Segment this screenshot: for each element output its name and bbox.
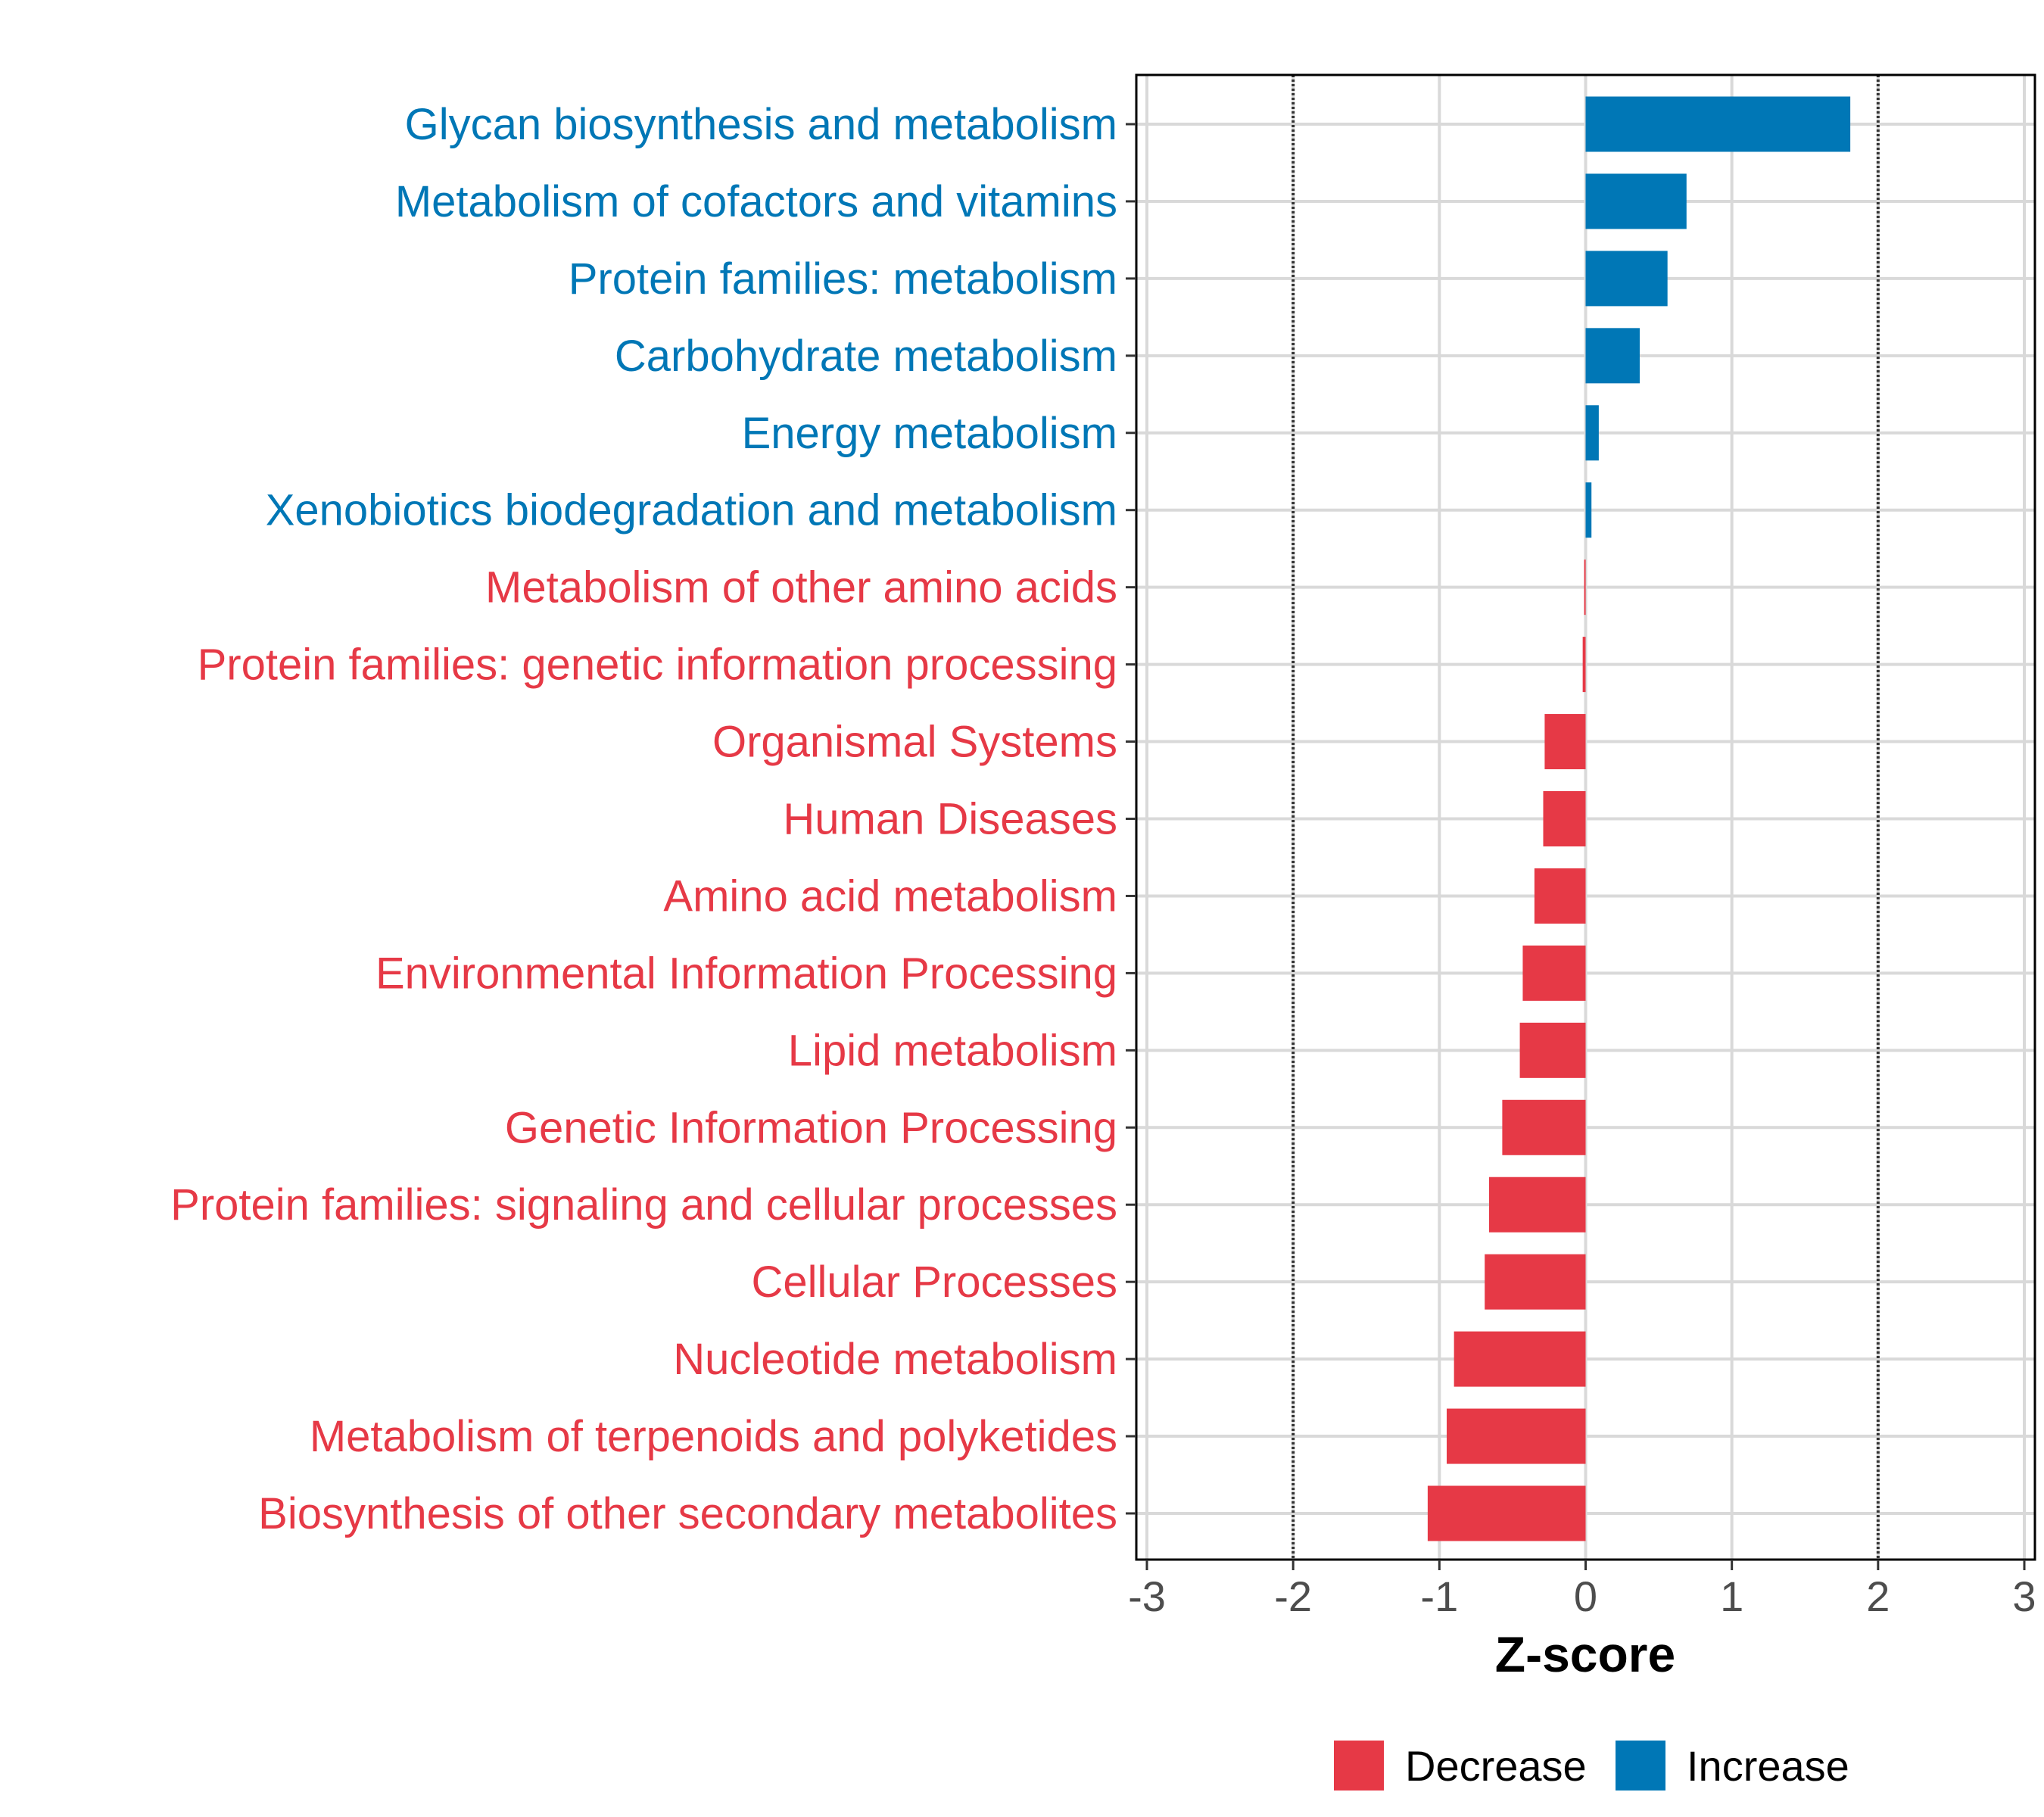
category-label: Amino acid metabolism bbox=[663, 871, 1117, 921]
category-label: Glycan biosynthesis and metabolism bbox=[405, 100, 1117, 149]
category-label: Protein families: metabolism bbox=[569, 254, 1117, 304]
legend: Decrease Increase bbox=[1334, 1741, 1849, 1791]
category-label: Metabolism of terpenoids and polyketides bbox=[310, 1412, 1117, 1461]
legend-swatch-increase bbox=[1616, 1741, 1665, 1791]
category-label: Metabolism of other amino acids bbox=[485, 563, 1117, 612]
legend-label-increase: Increase bbox=[1687, 1742, 1849, 1790]
bar bbox=[1582, 637, 1586, 693]
bar bbox=[1585, 328, 1640, 384]
category-label: Nucleotide metabolism bbox=[673, 1335, 1117, 1384]
bar bbox=[1585, 173, 1687, 229]
category-label: Protein families: genetic information pr… bbox=[198, 640, 1117, 690]
bar bbox=[1534, 868, 1586, 924]
category-label: Energy metabolism bbox=[742, 409, 1117, 458]
x-tick-label: -3 bbox=[1128, 1572, 1166, 1620]
category-label: Protein families: signaling and cellular… bbox=[170, 1180, 1117, 1230]
bar bbox=[1519, 1022, 1586, 1078]
category-label: Genetic Information Processing bbox=[505, 1103, 1117, 1152]
x-ticks: -3 -2 -1 0 1 2 3 bbox=[1128, 1560, 2036, 1620]
bar bbox=[1522, 945, 1586, 1001]
category-label: Xenobiotics biodegradation and metabolis… bbox=[266, 486, 1117, 535]
bar bbox=[1584, 559, 1586, 616]
x-tick-label: -1 bbox=[1420, 1572, 1458, 1620]
bar bbox=[1427, 1485, 1586, 1541]
bar bbox=[1585, 96, 1851, 152]
category-label: Cellular Processes bbox=[751, 1258, 1117, 1307]
bar bbox=[1585, 251, 1668, 307]
bar bbox=[1544, 714, 1586, 770]
legend-swatch-decrease bbox=[1334, 1741, 1384, 1791]
bar bbox=[1446, 1408, 1586, 1464]
x-tick-label: 0 bbox=[1574, 1572, 1597, 1620]
bar bbox=[1489, 1177, 1586, 1233]
bar bbox=[1585, 482, 1592, 538]
bar bbox=[1485, 1254, 1586, 1310]
category-label: Lipid metabolism bbox=[788, 1026, 1117, 1075]
category-label: Human Diseases bbox=[783, 795, 1117, 844]
bar bbox=[1502, 1099, 1586, 1155]
bar bbox=[1454, 1331, 1586, 1387]
reference-lines bbox=[1292, 75, 1880, 1560]
category-label: Carbohydrate metabolism bbox=[615, 332, 1117, 381]
category-label: Biosynthesis of other secondary metaboli… bbox=[258, 1489, 1117, 1538]
category-labels: Glycan biosynthesis and metabolism Metabo… bbox=[170, 100, 1136, 1538]
bar bbox=[1585, 405, 1599, 461]
category-label: Metabolism of cofactors and vitamins bbox=[395, 177, 1117, 226]
bars bbox=[1427, 96, 1851, 1541]
x-axis-title: Z-score bbox=[1495, 1626, 1675, 1682]
legend-label-decrease: Decrease bbox=[1405, 1742, 1587, 1790]
x-tick-label: 3 bbox=[2012, 1572, 2036, 1620]
category-label: Organismal Systems bbox=[712, 718, 1117, 767]
bar bbox=[1543, 791, 1586, 846]
x-tick-label: 2 bbox=[1866, 1572, 1890, 1620]
x-tick-label: 1 bbox=[1720, 1572, 1743, 1620]
x-tick-label: -2 bbox=[1274, 1572, 1312, 1620]
category-label: Environmental Information Processing bbox=[375, 949, 1117, 998]
